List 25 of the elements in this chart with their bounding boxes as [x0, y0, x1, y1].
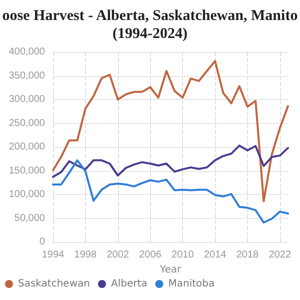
x-tick-label: 2002	[106, 250, 130, 260]
y-tick-label: 0	[39, 236, 46, 248]
x-tick-label: 2022	[268, 250, 292, 260]
y-tick-label: 50,000	[14, 212, 46, 224]
x-tick-label: 2014	[204, 250, 227, 260]
x-tick-label: 1998	[74, 250, 97, 260]
y-tick-label: 350,000	[8, 70, 46, 82]
x-tick-label: 2018	[236, 250, 260, 260]
x-tick-label: 1994	[42, 250, 65, 260]
x-axis-title: Year	[158, 264, 182, 276]
y-tick-label: 200,000	[8, 142, 46, 152]
chart-title: oose Harvest - Alberta, Saskatchewan, Manito (1994-2024)	[2, 8, 298, 42]
y-tick-label: 100,000	[8, 189, 46, 200]
line-series	[52, 144, 289, 178]
y-tick-label: 150,000	[8, 165, 46, 176]
y-tick-label: 400,000	[8, 46, 46, 58]
x-tick-label: 2010	[172, 250, 194, 260]
line-series	[52, 60, 289, 202]
legend-label: Saskatchewan	[18, 278, 90, 290]
legend-label: Alberta	[110, 278, 148, 290]
x-tick-label: 2006	[139, 250, 162, 260]
y-tick-label: 300,000	[8, 94, 46, 105]
y-tick-label: 250,000	[8, 118, 46, 129]
line-series	[52, 159, 289, 224]
legend-label: Manitoba	[168, 278, 215, 290]
